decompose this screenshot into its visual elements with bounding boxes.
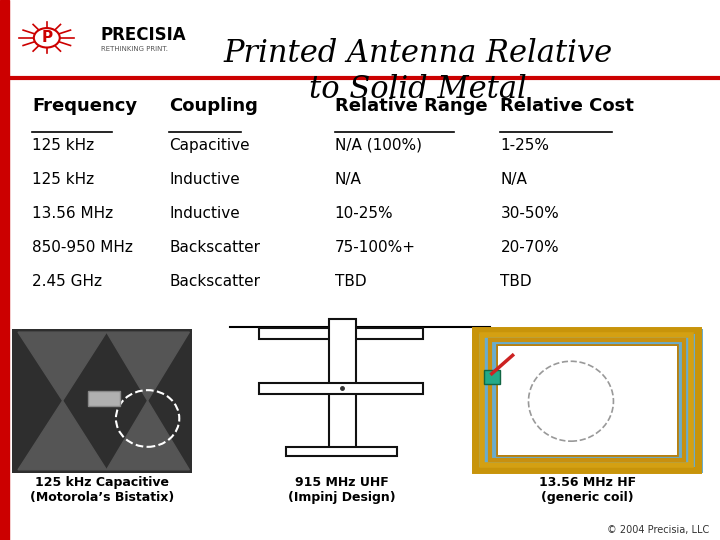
- Bar: [475, 330, 698, 470]
- Bar: [0, 0, 9, 540]
- Text: 75-100%+: 75-100%+: [335, 240, 416, 255]
- Bar: [12, 329, 192, 472]
- Text: Inductive: Inductive: [169, 172, 240, 187]
- Bar: [286, 447, 397, 456]
- Text: PRECISIA: PRECISIA: [101, 26, 186, 44]
- Text: N/A: N/A: [500, 172, 527, 187]
- Polygon shape: [18, 332, 107, 401]
- Polygon shape: [107, 332, 189, 401]
- Text: 10-25%: 10-25%: [335, 206, 393, 221]
- Bar: [498, 346, 677, 455]
- Text: © 2004 Precisia, LLC: © 2004 Precisia, LLC: [607, 524, 709, 535]
- Text: 915 MHz UHF
(Impinj Design): 915 MHz UHF (Impinj Design): [288, 476, 396, 504]
- Bar: [259, 383, 423, 394]
- Text: Backscatter: Backscatter: [169, 240, 260, 255]
- Text: Inductive: Inductive: [169, 206, 240, 221]
- Text: P: P: [41, 30, 53, 45]
- Text: N/A: N/A: [335, 172, 361, 187]
- Text: N/A (100%): N/A (100%): [335, 138, 422, 153]
- Text: 125 kHz Capacitive
(Motorola’s Bistatix): 125 kHz Capacitive (Motorola’s Bistatix): [30, 476, 174, 504]
- Text: Coupling: Coupling: [169, 97, 258, 115]
- Text: Relative Cost: Relative Cost: [500, 97, 634, 115]
- Text: 2.45 GHz: 2.45 GHz: [32, 274, 102, 289]
- FancyBboxPatch shape: [88, 391, 120, 406]
- Text: TBD: TBD: [500, 274, 532, 289]
- Text: Printed Antenna Relative
to Solid Metal: Printed Antenna Relative to Solid Metal: [223, 38, 612, 105]
- Text: 1-25%: 1-25%: [500, 138, 549, 153]
- Text: TBD: TBD: [335, 274, 366, 289]
- Text: 125 kHz: 125 kHz: [32, 138, 94, 153]
- Bar: [490, 340, 684, 460]
- Text: Relative Range: Relative Range: [335, 97, 487, 115]
- Bar: [259, 328, 423, 339]
- Bar: [497, 345, 677, 455]
- Text: 125 kHz: 125 kHz: [32, 172, 94, 187]
- Circle shape: [34, 28, 60, 48]
- Text: 30-50%: 30-50%: [500, 206, 559, 221]
- Text: Frequency: Frequency: [32, 97, 138, 115]
- Text: 20-70%: 20-70%: [500, 240, 559, 255]
- Bar: [484, 370, 500, 384]
- Text: 13.56 MHz: 13.56 MHz: [32, 206, 114, 221]
- Text: 13.56 MHz HF
(generic coil): 13.56 MHz HF (generic coil): [539, 476, 636, 504]
- Bar: [482, 335, 691, 465]
- Bar: [329, 319, 356, 455]
- Polygon shape: [18, 401, 107, 470]
- Text: 850-950 MHz: 850-950 MHz: [32, 240, 133, 255]
- Bar: [472, 329, 703, 472]
- Polygon shape: [107, 401, 189, 470]
- Text: Backscatter: Backscatter: [169, 274, 260, 289]
- Text: Capacitive: Capacitive: [169, 138, 250, 153]
- Text: RETHINKING PRINT.: RETHINKING PRINT.: [101, 45, 168, 52]
